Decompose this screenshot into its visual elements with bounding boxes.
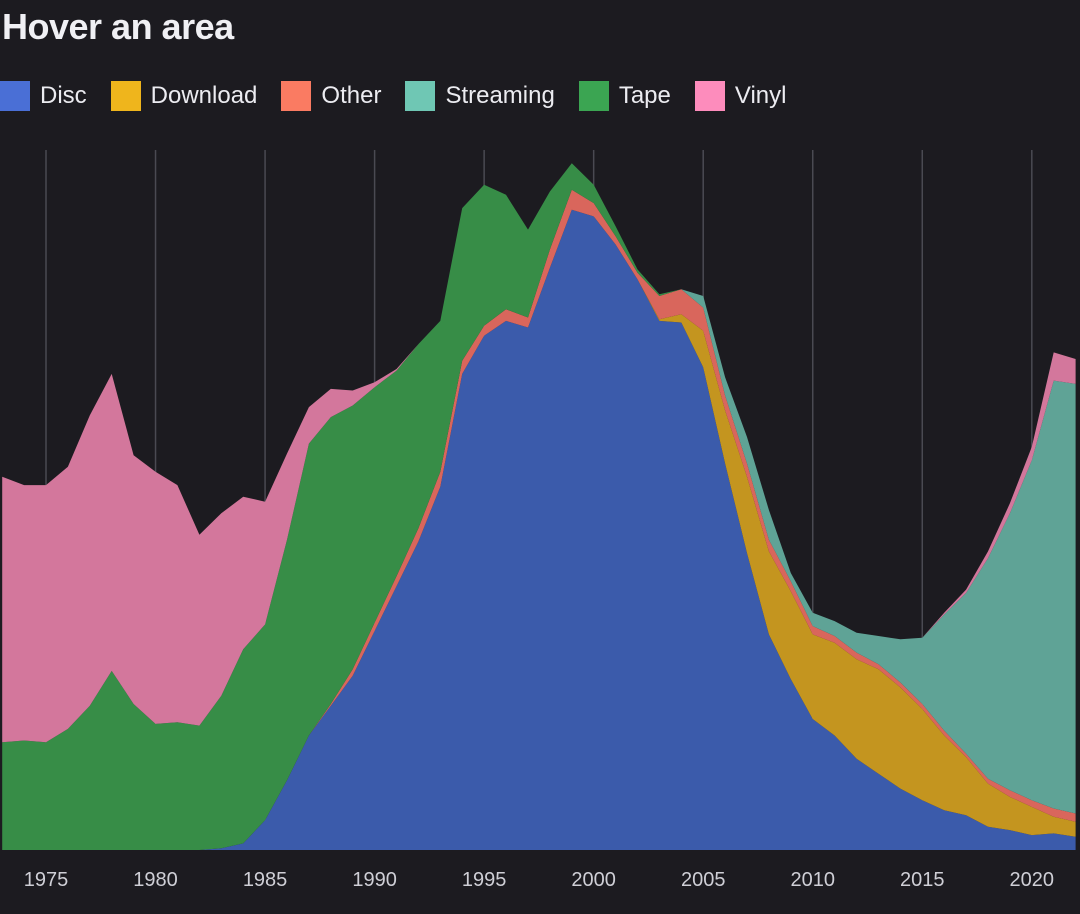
legend-item-disc[interactable]: Disc <box>0 81 87 111</box>
x-tick-label: 2010 <box>790 869 835 891</box>
legend-item-other[interactable]: Other <box>281 81 381 111</box>
x-tick-label: 1990 <box>352 869 397 891</box>
legend-swatch <box>694 81 725 111</box>
legend-swatch <box>110 81 141 111</box>
legend-item-tape[interactable]: Tape <box>578 81 671 111</box>
area-vinyl[interactable] <box>2 163 1076 743</box>
area-tape[interactable] <box>2 163 1076 851</box>
x-tick-label: 2000 <box>571 869 616 891</box>
x-tick-label: 1980 <box>133 869 178 891</box>
legend-label: Vinyl <box>734 82 787 109</box>
chart-title: Hover an area <box>2 6 234 47</box>
legend: Disc Download Other Streaming Tape Vinyl <box>0 80 810 112</box>
area-download[interactable] <box>2 209 1076 850</box>
legend-item-vinyl[interactable]: Vinyl <box>694 81 787 111</box>
x-tick-label: 2015 <box>900 869 945 891</box>
legend-label: Disc <box>40 82 87 109</box>
legend-label: Tape <box>618 82 671 109</box>
x-tick-label: 2005 <box>681 869 726 891</box>
x-tick-label: 1995 <box>462 869 507 891</box>
area-disc[interactable] <box>2 209 1076 850</box>
x-tick-label: 1985 <box>243 869 288 891</box>
legend-item-streaming[interactable]: Streaming <box>405 81 555 111</box>
legend-swatch <box>578 81 609 111</box>
x-tick-label: 2020 <box>1010 869 1055 891</box>
legend-swatch <box>281 81 312 111</box>
legend-swatch <box>0 81 30 111</box>
x-tick-label: 1975 <box>24 869 69 891</box>
legend-label: Streaming <box>445 82 555 109</box>
legend-swatch <box>405 81 436 111</box>
legend-label: Other <box>321 82 382 109</box>
legend-item-download[interactable]: Download <box>110 81 258 111</box>
legend-label: Download <box>150 82 258 109</box>
